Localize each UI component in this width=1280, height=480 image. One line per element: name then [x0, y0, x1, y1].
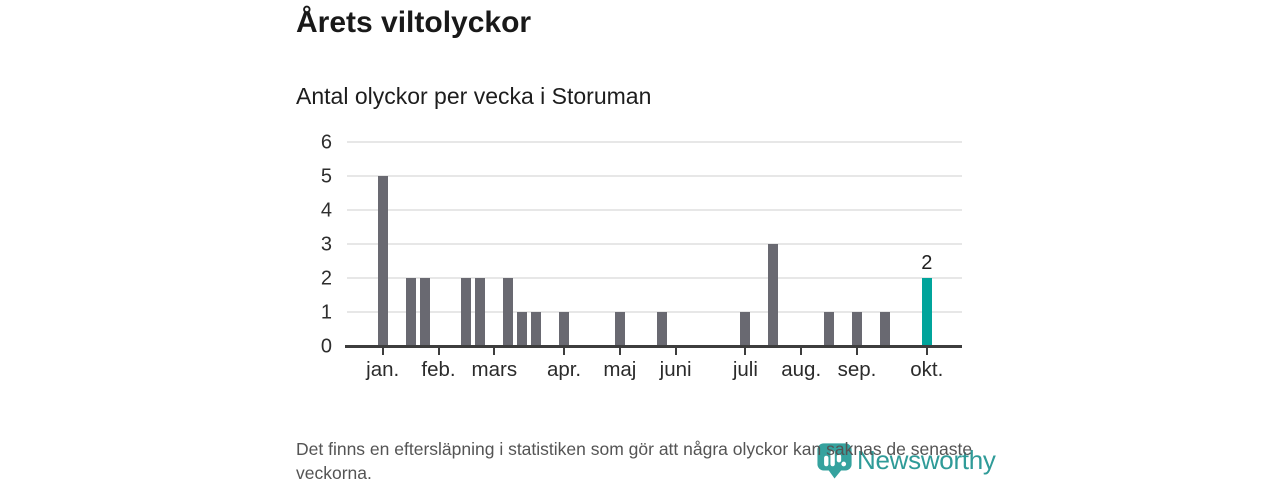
bar-week-14: [559, 312, 570, 346]
bar-week-37: [879, 312, 890, 346]
y-axis-label-5: 5: [320, 165, 332, 188]
x-tick-mars: [493, 348, 496, 355]
x-axis-label-feb: feb.: [421, 358, 456, 381]
brand-logo: Newsworthy: [816, 441, 996, 479]
newsworthy-logo-icon: [817, 442, 852, 479]
bar-week-11: [517, 312, 528, 346]
x-axis-label-okt: okt.: [910, 358, 944, 381]
bar-week-1: [377, 176, 388, 346]
footnote: Det finns en eftersläpning i statistiken…: [296, 439, 973, 480]
bar-week-35: [852, 312, 862, 346]
bar-week-18: [614, 312, 625, 346]
x-axis-label-jan: jan.: [366, 358, 400, 381]
x-axis-label-aug: aug.: [781, 358, 822, 381]
gridline-y2: [347, 277, 962, 279]
y-axis-label-0: 0: [320, 335, 332, 358]
bar-week-7: [461, 278, 472, 346]
gridline-y3: [347, 243, 962, 245]
bar-week-12: [531, 312, 542, 346]
y-axis-label-3: 3: [320, 233, 332, 256]
bar-week-10: [503, 278, 514, 346]
y-axis-label-6: 6: [320, 131, 332, 154]
y-axis-label-4: 4: [320, 199, 332, 222]
bar-week-3: [405, 278, 416, 346]
y-axis-label-2: 2: [320, 267, 332, 290]
bar-week-4: [419, 278, 430, 346]
bar-week-8: [475, 278, 486, 346]
x-axis-label-juni: juni: [659, 358, 692, 381]
bar-week-21: [656, 312, 667, 346]
y-axis-label-1: 1: [320, 301, 332, 324]
x-axis-label-maj: maj: [603, 358, 637, 381]
bar-week-29: [768, 244, 779, 346]
x-tick-sep: [856, 348, 858, 355]
bar-week-33: [824, 312, 835, 346]
gridline-y4: [347, 209, 962, 211]
x-tick-aug: [800, 348, 803, 355]
x-axis-label-mars: mars: [471, 358, 518, 381]
x-tick-juni: [674, 348, 677, 355]
x-tick-okt: [925, 348, 928, 355]
bar-value-label: 2: [921, 252, 933, 274]
x-tick-feb: [437, 348, 440, 355]
bar-chart-plot-area: 0 1 2 3 4 5 6 jan. feb. mars apr. maj juni juli aug. se…: [320, 131, 962, 381]
x-tick-maj: [618, 348, 621, 355]
chart-title: Årets viltolyckor: [296, 6, 532, 39]
brand-name: Newsworthy: [857, 444, 996, 475]
x-axis-label-juli: juli: [732, 358, 758, 381]
bar-week-27: [740, 312, 751, 346]
gridline-y5: [347, 175, 962, 177]
gridline-y1: [347, 311, 962, 313]
x-tick-apr: [563, 348, 566, 355]
gridline-y6: [347, 141, 962, 143]
chart-subtitle: Antal olyckor per vecka i Storuman: [296, 83, 652, 109]
x-tick-jan: [381, 348, 384, 355]
x-axis-line: [345, 345, 962, 348]
bar-week-40-highlight: [921, 278, 932, 346]
x-axis-label-apr: apr.: [546, 358, 582, 381]
x-tick-juli: [744, 348, 747, 355]
x-axis-label-sep: sep.: [837, 358, 877, 381]
